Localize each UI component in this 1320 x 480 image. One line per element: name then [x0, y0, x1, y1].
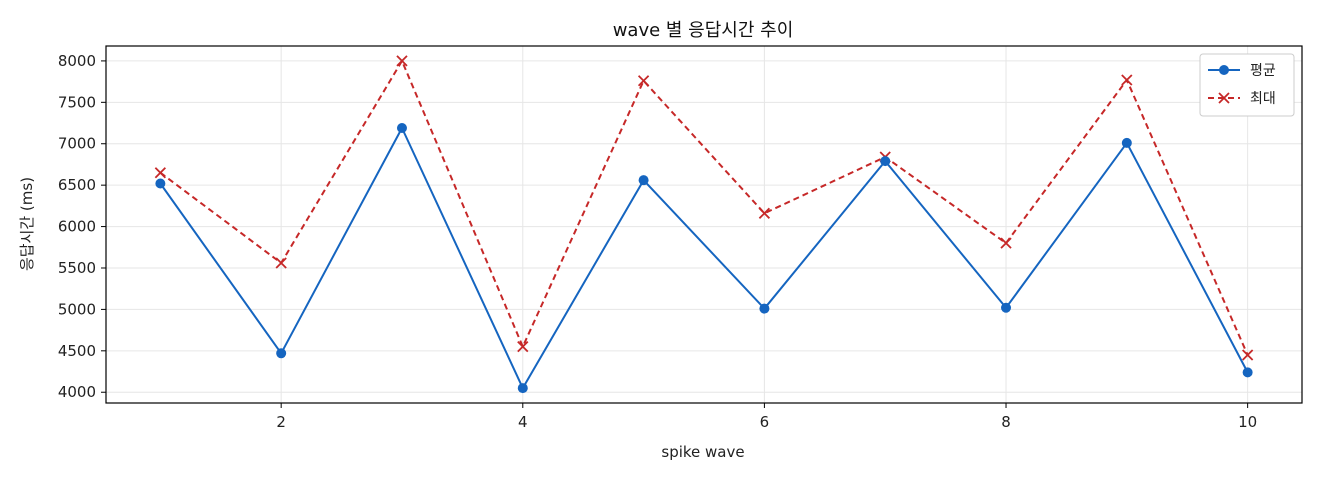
max-point — [637, 75, 650, 87]
series-line-max — [159, 59, 1249, 356]
y-tick-label: 5500 — [58, 259, 96, 277]
max-point — [154, 167, 167, 179]
legend-label-avg: 평균 — [1250, 63, 1276, 79]
y-tick-label: 8000 — [58, 52, 96, 70]
avg-point — [880, 156, 891, 167]
y-tick-label: 4500 — [58, 342, 96, 360]
x-axis-ticks: 2 4 6 8 10 — [276, 403, 1257, 431]
avg-point — [759, 303, 770, 314]
series-layer — [154, 55, 1254, 394]
max-point — [1000, 237, 1012, 249]
avg-point — [155, 178, 166, 189]
x-tick-label: 8 — [1001, 413, 1011, 431]
y-axis-ticks: 4000 4500 5000 5500 6000 6500 7000 7500 8000 — [58, 52, 106, 401]
max-point — [758, 207, 771, 219]
legend-marker-max — [1218, 92, 1230, 104]
y-tick-label: 4000 — [58, 383, 96, 401]
x-tick-label: 2 — [276, 413, 286, 431]
x-tick-label: 6 — [760, 413, 770, 431]
grid-lines — [106, 46, 1302, 403]
max-point — [1121, 74, 1133, 86]
max-point — [275, 257, 287, 269]
y-tick-label: 7500 — [58, 93, 96, 111]
x-tick-label: 4 — [518, 413, 528, 431]
avg-point — [1121, 137, 1132, 148]
avg-point — [517, 383, 528, 394]
y-tick-label: 7000 — [58, 135, 96, 153]
x-axis-label: spike wave — [661, 443, 744, 461]
plot-area-frame — [105, 45, 1303, 404]
max-point — [396, 55, 408, 67]
legend-marker-avg — [1219, 65, 1229, 75]
series-line-avg — [159, 127, 1249, 390]
y-tick-label: 6000 — [58, 218, 96, 236]
avg-point — [638, 175, 649, 186]
avg-point — [396, 123, 407, 134]
y-axis-label: 응답시간 (ms) — [18, 177, 36, 271]
avg-point — [1001, 302, 1012, 313]
avg-point — [1242, 367, 1253, 378]
y-tick-label: 6500 — [58, 176, 96, 194]
legend-box — [1199, 53, 1295, 117]
chart-title: wave 별 응답시간 추이 — [613, 20, 794, 41]
y-tick-label: 5000 — [58, 300, 96, 318]
x-tick-label: 10 — [1238, 413, 1257, 431]
max-point — [517, 341, 529, 353]
avg-point — [276, 348, 287, 359]
legend: 평균 최대 — [1199, 53, 1295, 117]
legend-label-max: 최대 — [1250, 91, 1276, 107]
max-point — [1241, 349, 1254, 361]
